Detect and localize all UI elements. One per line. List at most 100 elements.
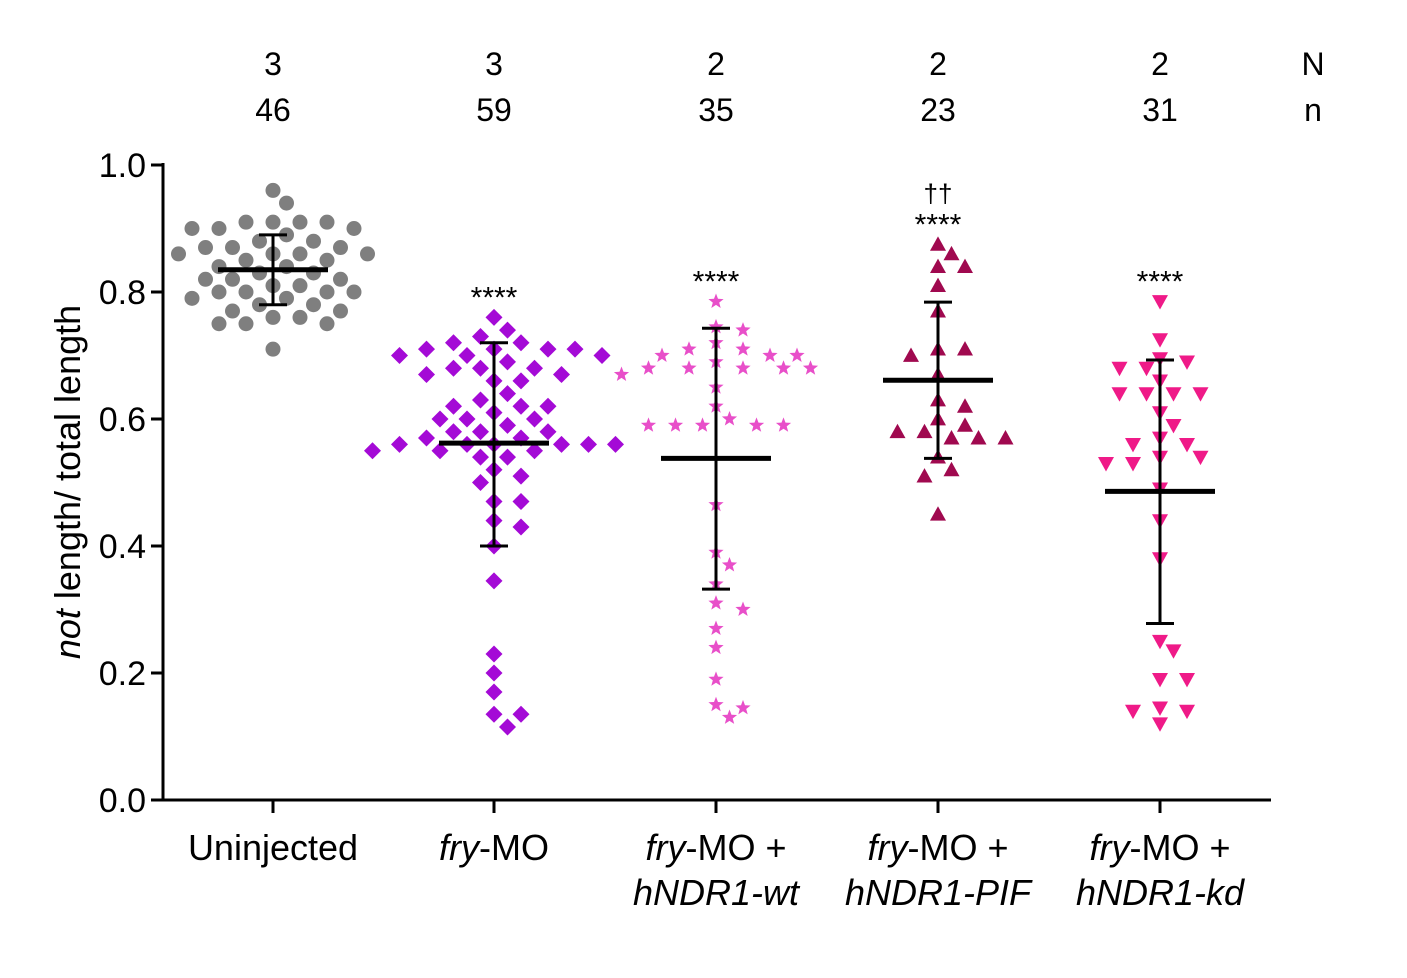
data-point — [198, 240, 213, 256]
data-point — [391, 347, 408, 364]
dagger-label: †† — [924, 178, 953, 208]
data-point — [265, 182, 281, 198]
data-point — [1152, 701, 1168, 716]
data-point — [1152, 295, 1168, 310]
data-point — [211, 316, 227, 332]
data-point — [539, 423, 557, 441]
data-point — [445, 423, 462, 441]
data-point — [431, 442, 449, 460]
data-point — [970, 430, 987, 445]
data-point — [1152, 672, 1168, 688]
y-tick-label: 1.0 — [99, 147, 146, 185]
x-tick-label-plain: -MO — [479, 827, 549, 868]
data-point — [654, 347, 670, 362]
data-point — [211, 221, 227, 236]
data-point — [943, 245, 960, 261]
n-value: 46 — [255, 92, 291, 128]
data-point — [225, 303, 240, 319]
data-point — [1111, 361, 1128, 377]
data-point — [957, 341, 973, 356]
annotations: **** ********††**** — [471, 178, 1184, 314]
data-point — [184, 221, 200, 236]
data-points — [171, 182, 1209, 736]
data-point — [485, 308, 503, 326]
data-point — [708, 318, 724, 334]
data-point — [238, 252, 254, 268]
data-point — [279, 195, 294, 211]
data-point — [445, 397, 462, 415]
x-tick-label: fry-MO + — [1089, 827, 1230, 868]
data-point — [1179, 672, 1195, 688]
data-point — [333, 271, 348, 287]
data-point — [1165, 418, 1182, 434]
data-point — [333, 240, 348, 256]
data-point — [472, 474, 489, 491]
data-point — [184, 290, 200, 306]
data-point — [1152, 333, 1168, 348]
data-point — [607, 435, 624, 453]
data-point — [566, 340, 584, 358]
data-point — [708, 293, 724, 308]
data-point — [499, 416, 516, 434]
data-point — [957, 417, 973, 432]
data-point — [708, 620, 724, 635]
x-tick-label-italic: fry — [439, 827, 481, 868]
data-point — [292, 278, 308, 294]
data-point — [526, 442, 543, 460]
y-axis-label-rest: length/ total length — [47, 305, 88, 609]
data-point — [681, 360, 697, 375]
data-point — [735, 601, 751, 616]
data-point — [775, 417, 792, 432]
data-point — [930, 258, 946, 273]
data-point — [391, 435, 408, 453]
x-tick-label: fry-MO + — [867, 827, 1008, 868]
data-point — [802, 360, 819, 375]
data-point — [499, 353, 516, 371]
data-point — [721, 411, 738, 426]
data-point — [485, 705, 503, 723]
data-point — [225, 240, 240, 256]
data-point — [252, 233, 267, 249]
data-point — [694, 417, 711, 432]
data-point — [512, 705, 530, 723]
y-ticks: 0.0 0.2 0.4 0.6 0.8 1.0 — [99, 147, 163, 820]
data-point — [889, 423, 906, 439]
x-tick-label-line2: hNDR1-PIF — [845, 872, 1033, 913]
data-point — [485, 572, 503, 590]
data-point — [1111, 387, 1128, 402]
n-value: 31 — [1142, 92, 1178, 128]
data-point — [346, 284, 362, 300]
x-tick-label: fry-MO + — [645, 827, 786, 868]
y-tick-label: 0.6 — [99, 401, 146, 439]
data-point — [1152, 717, 1168, 732]
x-tick-label-line2: hNDR1-wt — [633, 872, 801, 913]
data-point — [1192, 387, 1209, 402]
data-point — [485, 645, 503, 663]
data-point — [903, 347, 919, 362]
data-point — [916, 468, 933, 483]
N-value: 3 — [485, 46, 503, 82]
data-point — [499, 448, 516, 466]
x-tick-label-plain: -MO + — [1129, 827, 1230, 868]
data-point — [1192, 450, 1209, 466]
data-point — [735, 322, 751, 337]
data-point — [512, 334, 530, 352]
data-point — [292, 214, 308, 230]
data-point — [512, 518, 530, 536]
data-point — [472, 327, 489, 345]
data-point — [667, 417, 684, 432]
data-point — [613, 366, 630, 381]
data-point — [721, 709, 738, 724]
x-tick-label-italic: fry — [645, 827, 687, 868]
data-point — [1165, 387, 1182, 402]
data-point — [526, 359, 543, 377]
data-point — [789, 347, 805, 362]
data-point — [580, 435, 597, 453]
data-point — [512, 372, 530, 390]
data-point — [485, 664, 503, 682]
data-point — [721, 557, 738, 572]
N-value: 2 — [1151, 46, 1169, 82]
x-tick-label: fry-MO — [439, 827, 549, 868]
